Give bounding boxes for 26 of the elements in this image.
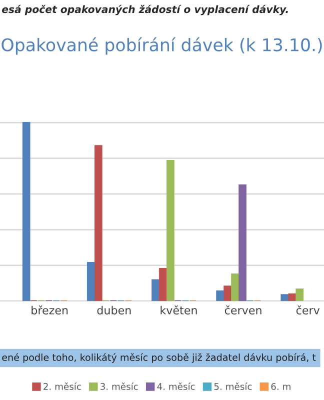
bar	[94, 145, 102, 301]
bar	[288, 293, 296, 301]
bar	[159, 268, 167, 301]
x-tick-label: květen	[160, 305, 197, 314]
x-tick-label: březen	[32, 305, 68, 314]
legend-label: 3. měsíc	[100, 382, 138, 390]
text: esá počet opakovaných žádostí o vyplacení dávky.	[2, 4, 288, 16]
bar	[152, 279, 160, 301]
bar	[224, 286, 232, 301]
text: ené podle toho, kolikátý měsíc po sobě již žadatel dávku pobírá, t	[2, 353, 316, 363]
bar	[216, 290, 224, 301]
legend-label: 4. měsíc	[157, 382, 195, 390]
x-tick-label: duben	[97, 306, 131, 314]
bar	[280, 294, 289, 301]
x-tick-label: červen	[224, 305, 262, 314]
x-tick-label: červ	[296, 305, 320, 314]
legend-label: 5. měsíc	[214, 382, 252, 390]
bar	[231, 274, 239, 301]
legend-label: 2. měsíc	[44, 382, 81, 390]
chart-title: Opakované pobírání dávek (k 13.10.)	[2, 37, 322, 55]
bar	[238, 184, 246, 301]
bar	[166, 160, 174, 301]
bar	[296, 288, 304, 301]
bar	[22, 122, 30, 301]
bar	[86, 262, 95, 301]
legend-label: 6. m	[271, 383, 290, 390]
